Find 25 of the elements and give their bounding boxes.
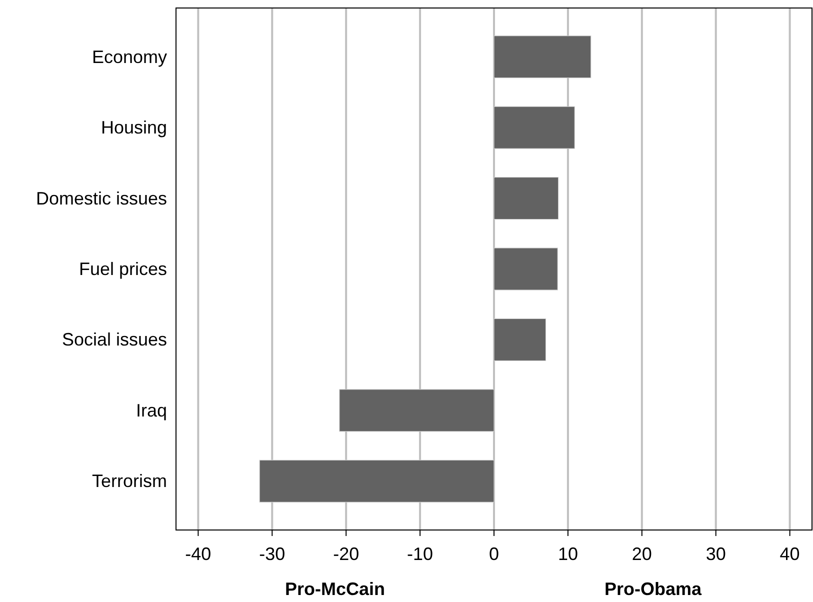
y-tick-label: Terrorism: [92, 471, 167, 492]
y-tick-label: Domestic issues: [36, 188, 167, 208]
bar: [494, 176, 559, 220]
bar: [494, 318, 546, 362]
y-tick-label: Fuel prices: [78, 259, 167, 279]
y-tick-label: Housing: [100, 118, 167, 138]
x-tick-label: 10: [558, 544, 578, 564]
y-tick-label: Social issues: [62, 330, 167, 350]
x-tick-label: 40: [780, 544, 800, 564]
x-tick-label: 0: [488, 544, 500, 564]
x-tick-label: -40: [185, 544, 212, 564]
bar: [494, 248, 558, 290]
x-tick-label: 30: [706, 544, 726, 564]
y-tick-label: Iraq: [136, 400, 167, 420]
x-tick-label: -20: [333, 544, 360, 564]
bar: [339, 389, 494, 432]
x-tick-label: -10: [407, 544, 434, 564]
y-tick-label: Economy: [92, 46, 167, 67]
x-tick-label: 20: [632, 544, 652, 564]
x-tick-label: -30: [259, 544, 286, 564]
text: Pro-Obama: [604, 579, 702, 599]
bar: [259, 460, 494, 502]
bar: [494, 106, 575, 149]
text: Pro-McCain: [284, 579, 386, 599]
bar: [494, 36, 592, 78]
